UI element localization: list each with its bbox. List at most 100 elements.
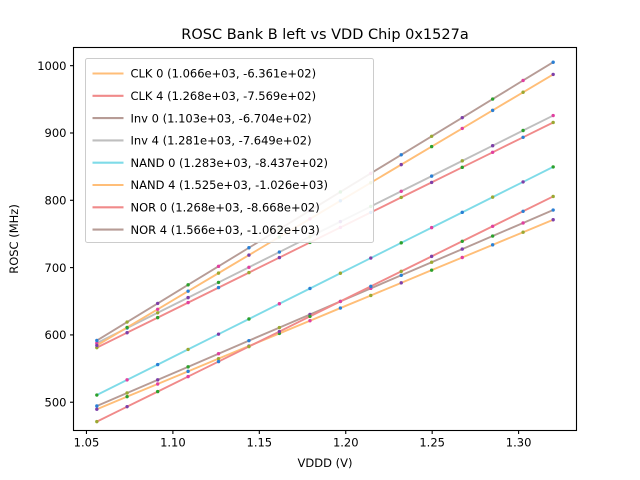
data-point-marker	[551, 218, 555, 222]
data-point-marker	[155, 301, 160, 306]
y-tick-label: 600	[45, 328, 67, 342]
series-fit-line	[96, 218, 554, 411]
data-point-marker	[247, 270, 251, 275]
x-tick-label: 1.15	[247, 436, 273, 450]
data-point-marker	[490, 108, 495, 113]
data-point-marker	[95, 338, 99, 343]
data-point-marker	[429, 225, 434, 230]
data-point-marker	[125, 378, 129, 382]
data-point-marker	[429, 268, 434, 272]
data-point-marker	[429, 144, 434, 149]
series-nor-0	[95, 194, 555, 424]
data-point-marker	[186, 374, 190, 379]
legend-label-nand-4: NAND 4 (1.525e+03, -1.026e+03)	[131, 178, 329, 192]
data-point-marker	[155, 389, 160, 394]
data-point-marker	[338, 299, 343, 304]
data-point-marker	[521, 209, 525, 213]
data-point-marker	[399, 162, 403, 167]
data-point-marker	[460, 255, 464, 260]
series-fit-line	[96, 195, 554, 423]
data-point-marker	[277, 250, 282, 254]
y-tick-label: 700	[45, 261, 67, 275]
data-point-marker	[460, 247, 464, 251]
data-point-marker	[247, 338, 251, 343]
data-point-marker	[216, 264, 221, 269]
data-point-marker	[186, 300, 190, 305]
data-point-marker	[95, 393, 99, 397]
data-point-marker	[186, 283, 190, 287]
x-tick-label: 1.20	[333, 436, 359, 450]
data-point-marker	[399, 241, 403, 245]
data-point-marker	[308, 286, 312, 291]
data-point-marker	[521, 221, 525, 225]
data-point-marker	[95, 343, 99, 348]
x-tick-label: 1.25	[419, 436, 445, 450]
data-point-marker	[95, 407, 99, 411]
data-point-marker	[490, 97, 495, 101]
y-tick-label: 500	[45, 395, 67, 409]
data-point-marker	[277, 302, 282, 306]
data-point-marker	[551, 165, 555, 169]
data-point-marker	[490, 234, 495, 238]
data-point-marker	[551, 194, 555, 199]
data-point-marker	[125, 325, 129, 330]
x-tick-label: 1.05	[74, 436, 100, 450]
data-point-marker	[125, 391, 129, 395]
data-point-marker	[490, 224, 495, 228]
data-point-marker	[125, 330, 129, 335]
data-point-marker	[186, 347, 190, 352]
data-point-marker	[155, 315, 160, 320]
data-point-marker	[521, 78, 525, 83]
series-fit-line	[96, 166, 554, 396]
data-point-marker	[247, 246, 251, 250]
legend-label-clk-0: CLK 0 (1.066e+03, -6.361e+02)	[131, 67, 317, 81]
data-point-marker	[125, 394, 129, 399]
data-point-marker	[399, 195, 403, 200]
data-point-marker	[399, 269, 403, 274]
legend-label-nor-4: NOR 4 (1.566e+03, -1.062e+03)	[131, 223, 320, 237]
data-point-marker	[308, 319, 312, 323]
data-point-marker	[399, 153, 403, 157]
data-point-marker	[155, 311, 160, 315]
legend-label-clk-4: CLK 4 (1.268e+03, -7.569e+02)	[131, 89, 317, 103]
data-point-marker	[460, 239, 464, 243]
data-point-marker	[521, 180, 525, 184]
x-tick-label: 1.30	[506, 436, 532, 450]
data-point-marker	[277, 255, 282, 260]
data-point-marker	[155, 307, 160, 311]
x-tick-label: 1.10	[160, 436, 186, 450]
data-point-marker	[429, 134, 434, 138]
data-point-marker	[551, 60, 555, 64]
data-point-marker	[277, 325, 282, 330]
data-point-marker	[490, 243, 495, 247]
data-point-marker	[308, 314, 312, 319]
data-point-marker	[216, 356, 221, 361]
data-point-marker	[186, 289, 190, 293]
data-point-marker	[216, 280, 221, 285]
data-point-marker	[186, 365, 190, 369]
legend-label-nor-0: NOR 0 (1.268e+03, -8.668e+02)	[131, 201, 320, 215]
data-point-marker	[429, 260, 434, 264]
data-point-marker	[460, 165, 464, 170]
x-axis-title: VDDD (V)	[298, 456, 353, 470]
legend-box	[85, 58, 374, 243]
data-point-marker	[338, 271, 343, 275]
data-point-marker	[186, 295, 190, 300]
y-tick-label: 1000	[37, 59, 66, 73]
data-point-marker	[369, 256, 373, 260]
data-point-marker	[429, 180, 434, 185]
data-point-marker	[216, 332, 221, 336]
data-point-marker	[521, 90, 525, 94]
chart-title: ROSC Bank B left vs VDD Chip 0x1527a	[181, 27, 468, 43]
legend-label-inv-0: Inv 0 (1.103e+03, -6.704e+02)	[131, 111, 312, 125]
data-point-marker	[490, 144, 495, 148]
legend-label-inv-4: Inv 4 (1.281e+03, -7.649e+02)	[131, 134, 312, 148]
data-point-marker	[369, 293, 373, 298]
data-point-marker	[155, 382, 160, 386]
data-point-marker	[338, 306, 343, 310]
data-point-marker	[216, 359, 221, 364]
series-nand-0	[95, 165, 555, 397]
data-point-marker	[551, 72, 555, 77]
data-point-marker	[95, 404, 99, 408]
plot-area-frame	[72, 46, 578, 432]
